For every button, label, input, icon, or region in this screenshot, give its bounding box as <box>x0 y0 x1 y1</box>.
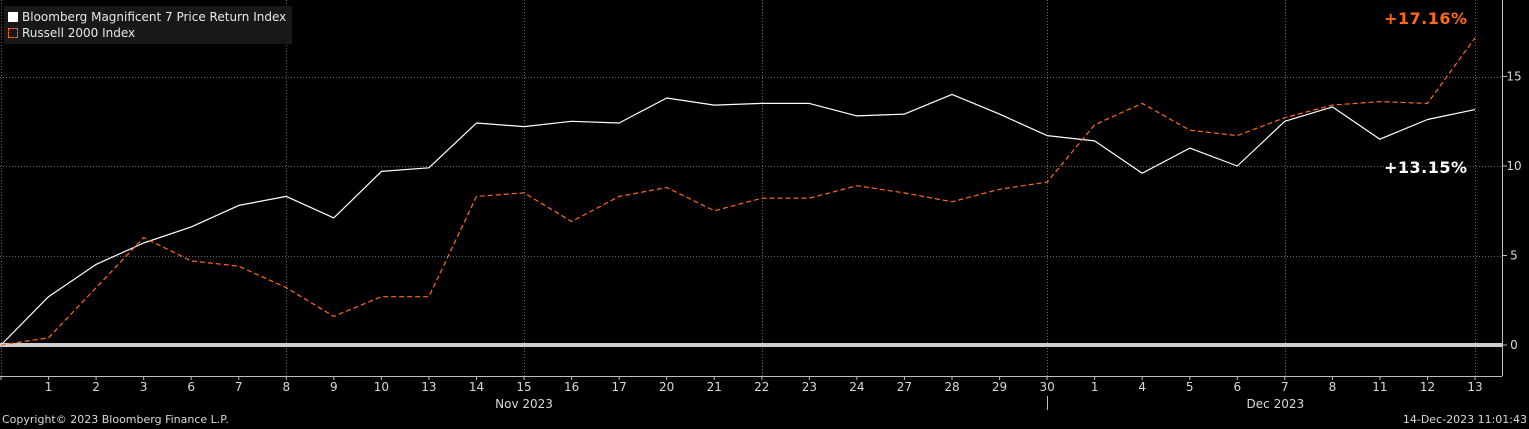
x-tick-label: 7 <box>235 380 243 394</box>
legend-swatch-solid <box>8 12 18 22</box>
x-tick-label: 17 <box>612 380 627 394</box>
x-tick-label: 11 <box>1372 380 1387 394</box>
x-tick-label: 3 <box>140 380 148 394</box>
x-tick-label: 8 <box>282 380 290 394</box>
x-tick-label: 15 <box>516 380 531 394</box>
legend-swatch-dashed <box>8 28 18 38</box>
x-tick-label: 4 <box>1138 380 1146 394</box>
legend-label-mag7: Bloomberg Magnificent 7 Price Return Ind… <box>22 10 287 24</box>
grid-layer <box>0 0 1502 376</box>
mag7-series-line <box>0 93 1476 346</box>
x-tick-label: 20 <box>659 380 674 394</box>
x-tick-label: 22 <box>754 380 769 394</box>
x-tick-label: 1 <box>1091 380 1099 394</box>
x-tick-label: 9 <box>330 380 338 394</box>
x-tick-label: 7 <box>1281 380 1289 394</box>
month-label: Dec 2023 <box>1247 397 1305 411</box>
mag7-return-callout: +13.15% <box>1384 158 1468 177</box>
y-tick-label: 10 <box>1506 159 1521 173</box>
russell-return-callout: +17.16% <box>1384 9 1468 28</box>
x-tick-label: 30 <box>1039 380 1054 394</box>
x-tick-label: 21 <box>707 380 722 394</box>
x-tick-label: 1 <box>45 380 53 394</box>
timestamp-text: 14-Dec-2023 11:01:43 <box>1402 413 1527 426</box>
x-tick-label: 13 <box>421 380 436 394</box>
russell-series-line <box>0 37 1476 346</box>
x-tick-label: 23 <box>802 380 817 394</box>
x-tick-label: 6 <box>1233 380 1241 394</box>
series-layer <box>0 37 1476 346</box>
legend-item-mag7: Bloomberg Magnificent 7 Price Return Ind… <box>8 9 286 25</box>
chart-legend: Bloomberg Magnificent 7 Price Return Ind… <box>4 6 293 44</box>
legend-label-russell: Russell 2000 Index <box>22 26 136 40</box>
x-tick-label: 10 <box>374 380 389 394</box>
y-tick-label: 5 <box>1510 249 1518 263</box>
x-tick-label: 2 <box>92 380 100 394</box>
x-tick-label: 13 <box>1467 380 1482 394</box>
x-tick-label: 27 <box>897 380 912 394</box>
x-tick-label: 8 <box>1329 380 1337 394</box>
copyright-text: Copyright© 2023 Bloomberg Finance L.P. <box>2 413 229 426</box>
x-tick-label: 24 <box>849 380 864 394</box>
x-tick-label: 5 <box>1186 380 1194 394</box>
x-tick-label: 6 <box>187 380 195 394</box>
x-tick-label: 28 <box>944 380 959 394</box>
x-tick-label: 14 <box>469 380 484 394</box>
y-tick-label: 15 <box>1506 70 1521 84</box>
x-tick-label: 12 <box>1420 380 1435 394</box>
x-tick-label: 16 <box>564 380 579 394</box>
y-axis: 0 5 10 15 <box>1502 0 1522 376</box>
x-axis: 1 2 3 6 7 8 9 10 13 14 15 16 17 20 21 22 23 24 27 28 29 30 1 4 5… <box>0 376 1502 411</box>
y-tick-label: 0 <box>1510 338 1518 352</box>
x-tick-label: 29 <box>992 380 1007 394</box>
legend-item-russell: Russell 2000 Index <box>8 25 286 41</box>
month-label: Nov 2023 <box>495 397 553 411</box>
